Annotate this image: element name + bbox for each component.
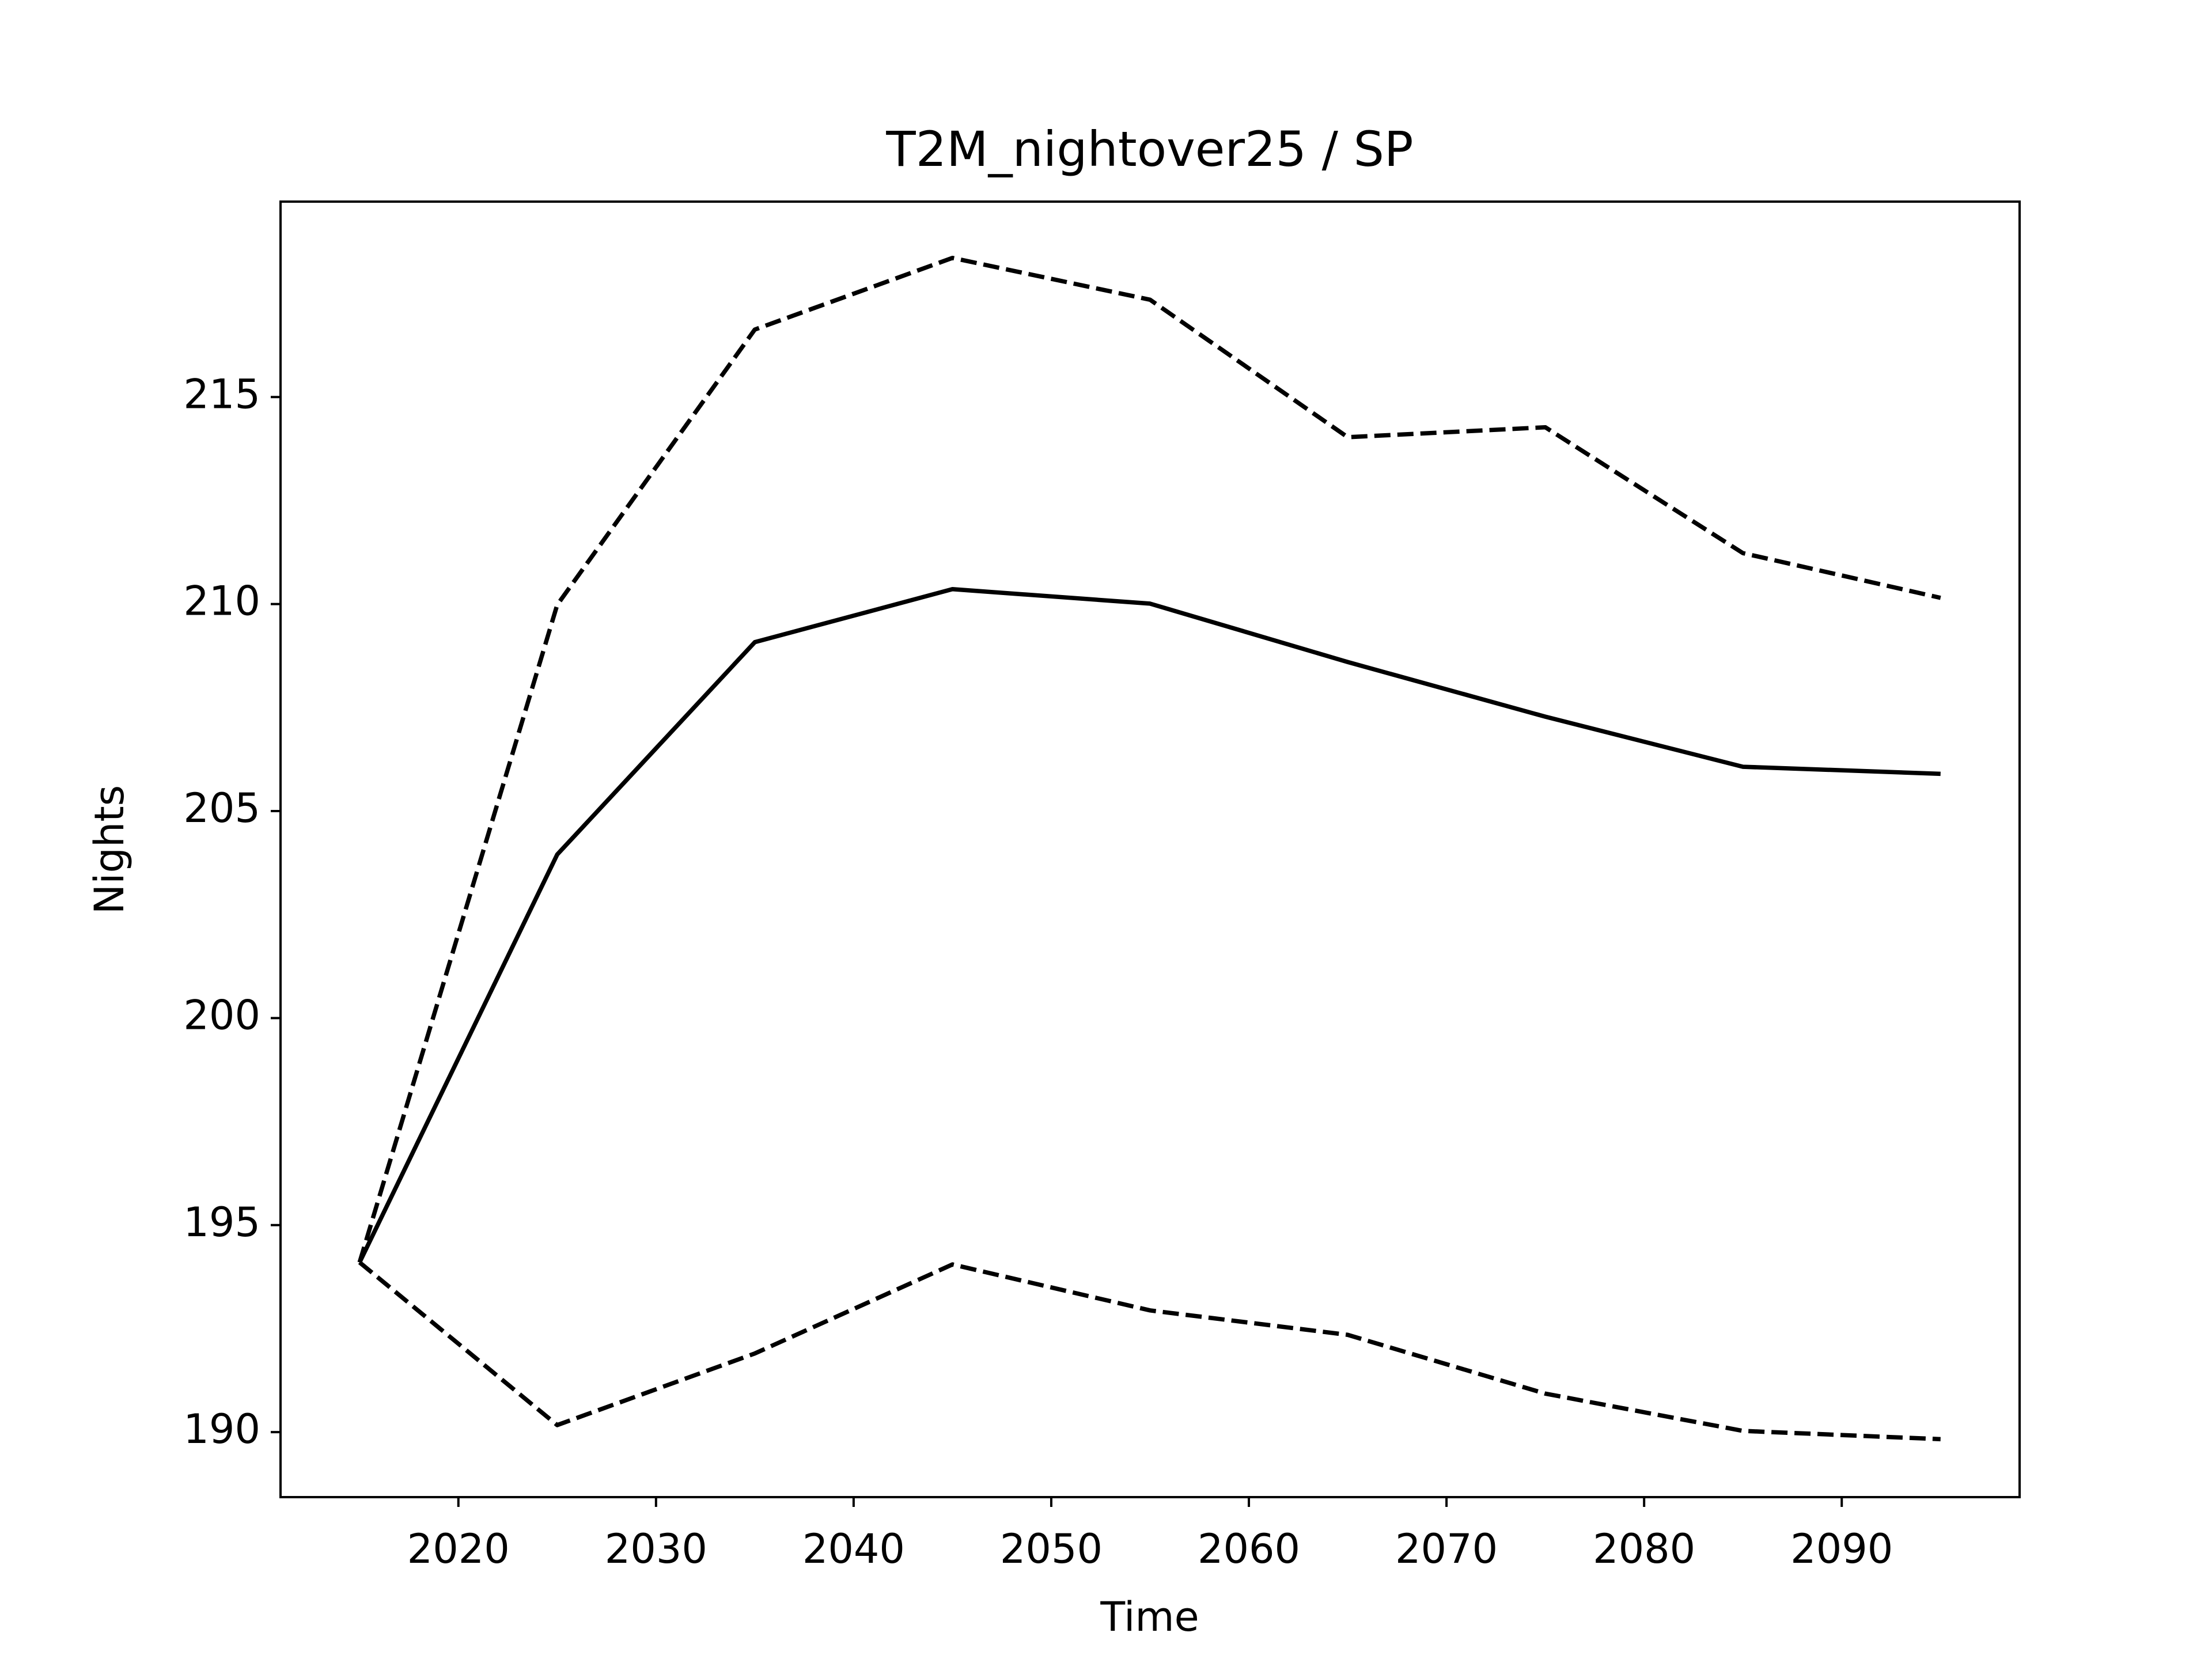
y-tick-label: 200 <box>183 991 260 1039</box>
y-tick-label: 195 <box>183 1199 260 1246</box>
data-line <box>357 587 1941 1264</box>
x-tick-label: 2020 <box>407 1525 510 1573</box>
chart-title: T2M_nightover25 / SP <box>885 121 1413 177</box>
x-tick-label: 2030 <box>605 1525 707 1573</box>
y-tick-label: 205 <box>183 785 260 832</box>
plot-frame <box>279 200 2021 1498</box>
x-tick-label: 2040 <box>802 1525 905 1573</box>
y-tick-label: 190 <box>183 1406 260 1453</box>
x-tick-label: 2050 <box>1000 1525 1103 1573</box>
x-tick-label: 2070 <box>1395 1525 1498 1573</box>
data-line <box>358 1260 1941 1442</box>
x-tick-label: 2090 <box>1790 1525 1893 1573</box>
data-line <box>357 256 1941 1263</box>
x-axis-label: Time <box>1100 1593 1199 1641</box>
y-tick-label: 210 <box>183 578 260 625</box>
y-tick-label: 215 <box>183 370 260 418</box>
y-axis-label: Nights <box>86 785 133 915</box>
x-tick-label: 2060 <box>1198 1525 1300 1573</box>
x-tick-label: 2080 <box>1593 1525 1695 1573</box>
